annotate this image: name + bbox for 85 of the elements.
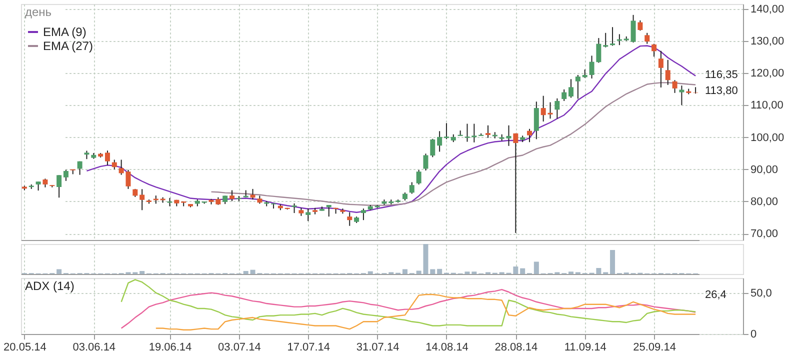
candlestick <box>437 130 442 152</box>
candlestick <box>250 188 256 200</box>
candlestick <box>652 43 657 58</box>
candlestick <box>554 98 560 120</box>
x-tick-label: 31.07.14 <box>356 342 400 354</box>
y-tick-label: 120,00 <box>750 68 784 80</box>
y-tick-label: 80,00 <box>750 196 778 208</box>
candlestick <box>610 26 616 46</box>
legend-label: EMA (27) <box>43 39 94 53</box>
candlestick <box>534 101 539 140</box>
bar <box>243 271 248 274</box>
x-tick-label: 25.09.14 <box>633 342 676 354</box>
legend-label: EMA (9) <box>43 25 86 39</box>
candlestick <box>56 174 62 198</box>
x-tick-label: 19.06.14 <box>148 342 192 354</box>
x-tick-label: 03.07.14 <box>218 342 261 354</box>
line-series <box>120 288 696 329</box>
y-tick-label: 90,00 <box>750 164 778 176</box>
bar <box>520 268 526 274</box>
y-tick-label: 70,00 <box>750 228 778 240</box>
chart-title: ADX (14) <box>25 279 74 293</box>
bar <box>513 266 518 274</box>
bar <box>610 250 616 274</box>
candlestick <box>423 153 428 171</box>
x-tick-label: 17.07.14 <box>287 342 330 354</box>
candlestick <box>575 74 580 100</box>
text: 113,80 <box>705 84 738 97</box>
candlestick <box>360 208 366 221</box>
line-series <box>210 82 696 206</box>
x-tick-label: 28.08.14 <box>494 342 538 354</box>
candlestick <box>596 38 602 64</box>
candlestick <box>140 188 145 211</box>
candlestick <box>409 182 414 194</box>
candlestick <box>104 150 110 166</box>
candlestick <box>672 80 678 94</box>
y-tick-label: 100,00 <box>750 132 784 144</box>
candlestick <box>485 124 490 138</box>
candlestick <box>444 122 449 140</box>
candlestick <box>665 59 670 86</box>
chart-subtitle: день <box>25 5 52 19</box>
line-series <box>155 294 696 330</box>
bar <box>534 262 539 274</box>
candlestick <box>347 212 352 226</box>
x-tick-label: 20.05.14 <box>4 342 46 354</box>
bar <box>368 271 373 274</box>
bar <box>140 271 145 274</box>
y-tick-label: 110,00 <box>750 100 784 112</box>
bar <box>430 269 436 274</box>
candlestick <box>472 123 477 143</box>
bar <box>56 269 62 274</box>
text: 26,4 <box>705 288 726 301</box>
candlestick <box>679 85 684 106</box>
candlestick <box>230 190 235 202</box>
line-series <box>120 279 696 326</box>
candlestick <box>430 138 436 158</box>
candlestick <box>292 202 297 214</box>
y-tick-label: 0 <box>750 328 757 340</box>
text: 116,35 <box>705 68 738 81</box>
bar <box>437 268 442 274</box>
candlestick <box>527 128 532 143</box>
candlestick <box>416 170 422 185</box>
candlestick <box>589 55 594 79</box>
candlestick <box>693 86 698 94</box>
x-tick-label: 14.08.14 <box>426 342 468 354</box>
candlestick <box>548 102 553 120</box>
y-tick-label: 50,0 <box>750 287 772 300</box>
candlestick <box>630 14 636 44</box>
candlestick <box>63 169 68 182</box>
candlestick <box>112 159 117 170</box>
candlestick <box>638 20 643 32</box>
candlestick <box>306 208 311 222</box>
candlestick <box>540 95 546 122</box>
candlestick <box>568 78 574 98</box>
candlestick <box>77 160 82 176</box>
x-tick-label: 11.09.14 <box>564 342 606 354</box>
candlestick <box>616 34 622 46</box>
y-tick-label: 140,00 <box>750 3 784 16</box>
candlestick <box>464 123 470 142</box>
y-tick-label: 130,00 <box>750 35 784 48</box>
bar <box>402 269 408 274</box>
candlestick <box>603 32 608 48</box>
candlestick <box>562 88 567 102</box>
candlestick <box>644 32 650 44</box>
candlestick <box>658 50 664 88</box>
x-tick-label: 03.06.14 <box>72 342 116 354</box>
